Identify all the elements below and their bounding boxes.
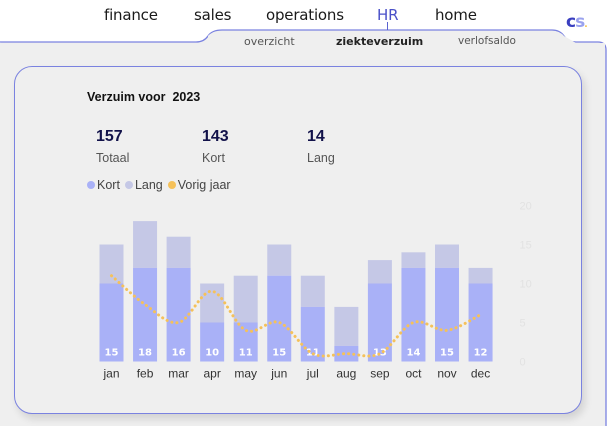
bar-kort[interactable] <box>200 322 225 362</box>
bar-kort[interactable] <box>334 345 359 362</box>
legend-item-vorig-jaar[interactable]: Vorig jaar <box>167 178 231 192</box>
bar-lang[interactable] <box>133 221 158 268</box>
bar-kort[interactable] <box>233 322 258 362</box>
bar-kort[interactable] <box>166 267 191 362</box>
bar-lang[interactable] <box>401 252 426 268</box>
y-tick-label: 20 <box>520 201 532 213</box>
bar-total-label: 15 <box>440 348 454 359</box>
nav-home[interactable]: home <box>435 6 477 24</box>
x-tick-label: sep <box>370 367 390 381</box>
logo: cs. <box>566 12 588 32</box>
active-tab-indicator <box>387 22 388 30</box>
bar-kort[interactable] <box>401 267 426 362</box>
bar-total-label: 16 <box>172 348 186 359</box>
kpi-value: 157 <box>96 128 123 145</box>
bar-total-label: 11 <box>239 348 253 359</box>
legend-item-lang[interactable]: Lang <box>124 178 163 192</box>
top-navigation: finance sales operations HR home <box>0 6 616 28</box>
x-tick-label: jan <box>102 367 119 381</box>
bar-lang[interactable] <box>99 244 124 284</box>
bar-total-label: 15 <box>272 348 286 359</box>
y-tick-label: 5 <box>520 318 526 330</box>
bar-lang[interactable] <box>267 244 292 276</box>
x-tick-label: may <box>234 367 257 381</box>
bar-kort[interactable] <box>435 267 459 362</box>
kpi-kort: 143 Kort <box>202 128 229 165</box>
bar-lang[interactable] <box>166 236 191 268</box>
nav-hr[interactable]: HR <box>377 6 399 24</box>
y-tick-label: 15 <box>520 240 532 252</box>
subnav-ziekteverzuim[interactable]: ziekteverzuim <box>336 35 424 48</box>
bar-total-label: 12 <box>474 348 488 359</box>
bar-kort[interactable] <box>267 275 292 362</box>
bar-total-label: 15 <box>105 348 119 359</box>
nav-operations[interactable]: operations <box>266 6 344 24</box>
x-tick-label: dec <box>471 367 490 381</box>
bar-lang[interactable] <box>334 306 359 346</box>
x-tick-label: mar <box>168 367 189 381</box>
x-tick-label: jun <box>270 367 287 381</box>
bar-lang[interactable] <box>200 283 225 323</box>
x-tick-label: oct <box>405 367 422 381</box>
legend-label: Vorig jaar <box>177 178 231 192</box>
y-tick-label: 10 <box>520 279 532 291</box>
kpi-label: Kort <box>202 151 225 165</box>
x-tick-label: feb <box>137 367 154 381</box>
logo-main: c <box>566 12 576 32</box>
x-tick-label: apr <box>203 367 220 381</box>
logo-accent: s <box>575 12 585 32</box>
nav-sales[interactable]: sales <box>194 6 232 24</box>
subnav-overzicht[interactable]: overzicht <box>244 35 295 48</box>
legend-item-kort[interactable]: Kort <box>87 178 120 192</box>
nav-finance[interactable]: finance <box>104 6 158 24</box>
bar-kort[interactable] <box>133 267 158 362</box>
chart-legend: Kort Lang Vorig jaar <box>87 178 236 192</box>
legend-dot-icon <box>167 181 176 189</box>
x-tick-label: nov <box>437 367 456 381</box>
kpi-lang: 14 Lang <box>307 128 335 165</box>
legend-label: Kort <box>97 178 120 192</box>
bar-total-label: 14 <box>406 348 420 359</box>
kpi-label: Lang <box>307 151 335 165</box>
bar-lang[interactable] <box>367 260 392 284</box>
kpi-value: 14 <box>307 128 325 145</box>
bar-lang[interactable] <box>233 275 258 323</box>
logo-dot: . <box>584 20 588 30</box>
bar-kort[interactable] <box>300 306 325 362</box>
bar-total-label: 18 <box>138 348 152 359</box>
vorig-jaar-line <box>110 274 483 358</box>
legend-dot-icon <box>87 181 95 189</box>
kpi-value: 143 <box>202 128 229 145</box>
card-title: Verzuim voor 2023 <box>87 90 201 104</box>
y-tick-label: 0 <box>520 357 526 369</box>
sub-navigation: overzicht ziekteverzuim verlofsaldo <box>0 35 616 51</box>
bar-lang[interactable] <box>435 244 459 268</box>
kpi-totaal: 157 Totaal <box>96 128 129 165</box>
x-tick-label: jul <box>306 367 319 381</box>
kpi-label: Totaal <box>96 151 130 165</box>
subnav-verlofsaldo[interactable]: verlofsaldo <box>458 35 516 47</box>
verzuim-chart: 0510152015jan18feb16mar10apr11may15jun11… <box>99 201 532 381</box>
bar-kort[interactable] <box>468 283 493 362</box>
bar-kort[interactable] <box>99 283 124 362</box>
legend-dot-icon <box>124 181 133 189</box>
bar-total-label: 10 <box>205 348 219 359</box>
bar-lang[interactable] <box>300 275 325 307</box>
verzuim-card: Verzuim voor 2023 157 Totaal 143 Kort 14… <box>14 66 582 414</box>
bar-lang[interactable] <box>468 267 493 284</box>
legend-label: Lang <box>134 178 163 192</box>
x-tick-label: aug <box>336 367 356 381</box>
